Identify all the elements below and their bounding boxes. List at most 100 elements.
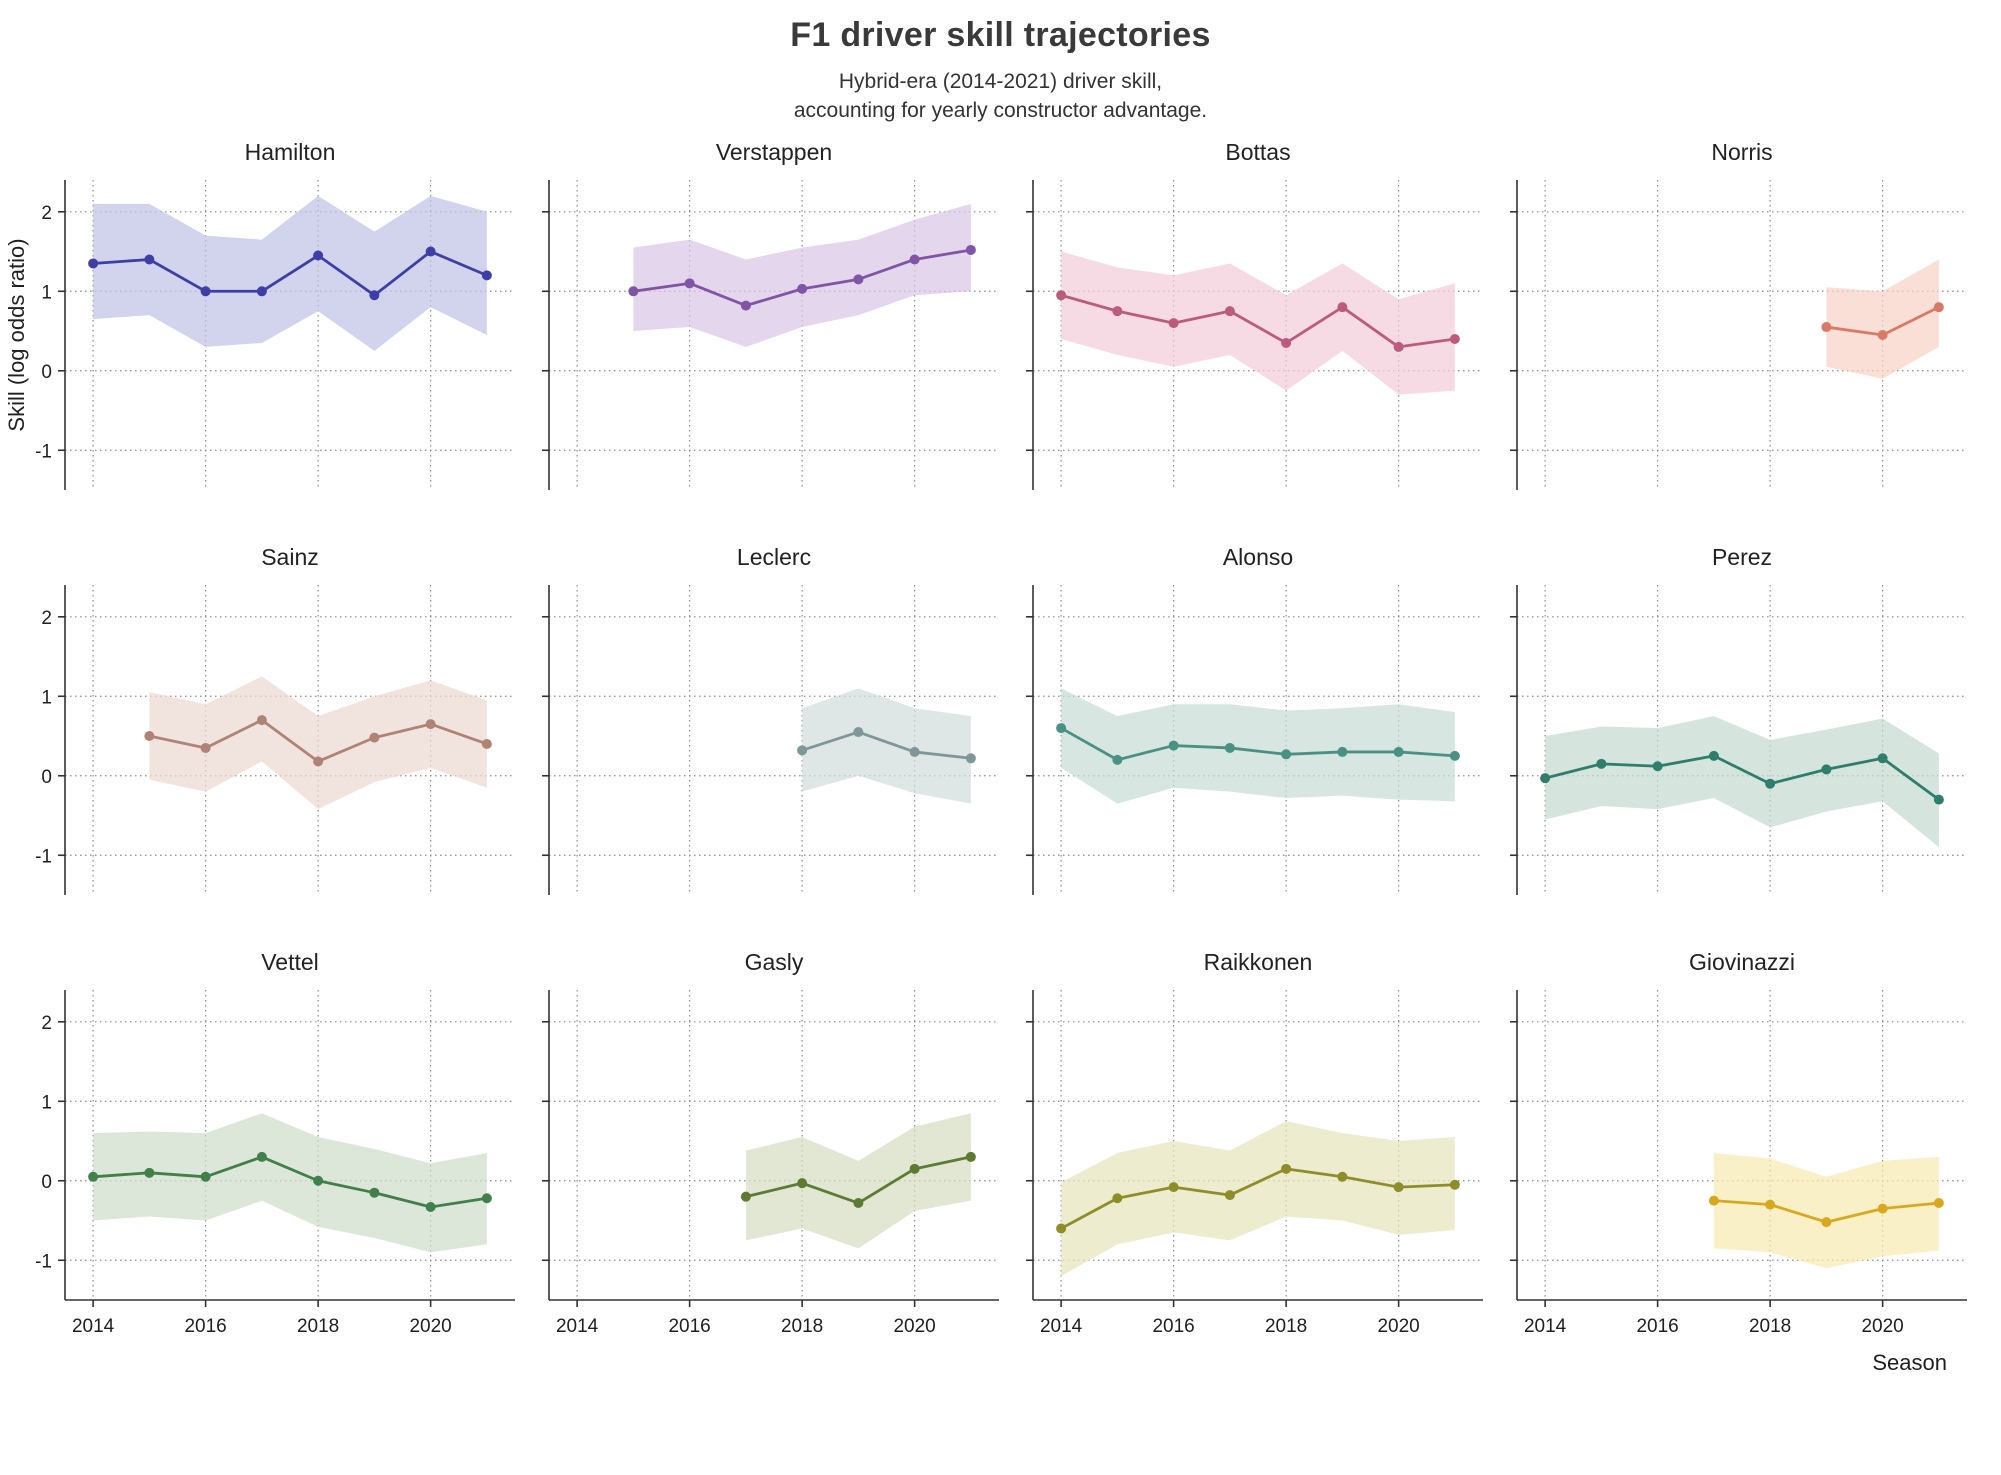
facet-title: Bottas — [1225, 139, 1290, 165]
facet-verstappen: Verstappen — [542, 139, 999, 490]
confidence-band — [1061, 251, 1455, 395]
data-point — [1765, 1199, 1776, 1210]
data-point — [425, 1201, 436, 1212]
y-axis-title: Skill (log odds ratio) — [4, 238, 29, 431]
skill-line — [1060, 1167, 1455, 1230]
data-point — [965, 1151, 976, 1162]
data-point — [1112, 1193, 1123, 1204]
x-tick-label: 2016 — [668, 1316, 710, 1337]
y-tick-label: 0 — [41, 362, 52, 383]
data-point — [1708, 750, 1719, 761]
x-tick-label: 2014 — [556, 1316, 599, 1337]
data-point — [1449, 750, 1460, 761]
data-point — [256, 286, 267, 297]
figure-header: F1 driver skill trajectories Hybrid-era … — [0, 16, 2001, 126]
data-point — [1281, 749, 1292, 760]
facet-leclerc: Leclerc — [542, 544, 999, 895]
confidence-band — [745, 1112, 971, 1249]
y-tick-label: 2 — [41, 1013, 52, 1034]
data-point — [1056, 290, 1067, 301]
data-point — [1821, 1216, 1832, 1227]
confidence-band — [93, 1112, 487, 1253]
y-tick-label: 0 — [41, 767, 52, 788]
skill-line — [1544, 754, 1940, 801]
data-point — [1540, 772, 1551, 783]
chart-subtitle-line2: accounting for yearly constructor advant… — [793, 99, 1208, 123]
x-tick-label: 2016 — [184, 1316, 226, 1337]
x-tick-label: 2016 — [1636, 1316, 1678, 1337]
facet-giovinazzi: 2014 2016 2018 2020 Giovinazzi — [1510, 949, 1967, 1337]
confidence-band — [633, 203, 971, 347]
facet-title: Raikkonen — [1204, 949, 1313, 975]
data-point — [88, 1171, 99, 1182]
facet-raikkonen: 2014 2016 2018 2020 Raikkonen — [1026, 949, 1483, 1337]
data-point — [1281, 337, 1292, 348]
data-point — [425, 246, 436, 257]
x-tick-label: 2020 — [409, 1316, 451, 1337]
facet-title: Alonso — [1223, 544, 1293, 570]
data-point — [1596, 758, 1607, 769]
y-tick-label: 1 — [41, 1092, 52, 1113]
facet-norris: Norris — [1510, 139, 1967, 490]
data-point — [144, 730, 155, 741]
data-point — [1224, 305, 1235, 316]
data-point — [1337, 746, 1348, 757]
data-point — [1877, 1203, 1888, 1214]
y-tick-label: 0 — [41, 1172, 52, 1193]
data-point — [256, 1151, 267, 1162]
data-point — [1821, 764, 1832, 775]
data-point — [740, 1191, 751, 1202]
facet-grid-wrap: 2 1 0 -1 Hamilton Verstappen Bottas Norris 2 1 0 -1… — [0, 130, 2001, 1425]
data-point — [909, 1163, 920, 1174]
facet-title: Norris — [1711, 139, 1772, 165]
confidence-band — [802, 688, 971, 804]
data-point — [1393, 341, 1404, 352]
data-point — [1393, 1181, 1404, 1192]
data-point — [144, 1167, 155, 1178]
y-tick-label: 2 — [41, 608, 52, 629]
confidence-band — [1061, 1120, 1455, 1276]
data-point — [628, 286, 639, 297]
y-tick-label: 2 — [41, 203, 52, 224]
facet-vettel: 2 1 0 -1 2014 2016 2018 2020 Vettel — [35, 949, 515, 1337]
data-point — [1168, 740, 1179, 751]
data-point — [965, 244, 976, 255]
x-tick-label: 2020 — [1377, 1316, 1419, 1337]
data-point — [313, 756, 324, 767]
data-point — [1056, 1223, 1067, 1234]
x-tick-label: 2014 — [1524, 1316, 1567, 1337]
data-point — [797, 1177, 808, 1188]
data-point — [740, 300, 751, 311]
data-point — [481, 270, 492, 281]
data-point — [1933, 1197, 1944, 1208]
data-point — [425, 718, 436, 729]
x-tick-label: 2018 — [297, 1316, 339, 1337]
data-point — [853, 274, 864, 285]
data-point — [1821, 321, 1832, 332]
data-point — [1224, 1189, 1235, 1200]
data-point — [1708, 1195, 1719, 1206]
facet-title: Verstappen — [716, 139, 832, 165]
y-tick-label: -1 — [35, 441, 52, 462]
data-point — [1877, 753, 1888, 764]
facet-hamilton: 2 1 0 -1 Hamilton — [35, 139, 515, 490]
data-point — [1168, 317, 1179, 328]
facet-title: Perez — [1712, 544, 1772, 570]
data-point — [1877, 329, 1888, 340]
confidence-band — [1545, 715, 1939, 848]
confidence-band — [1826, 259, 1939, 379]
data-point — [1112, 305, 1123, 316]
data-point — [369, 732, 380, 743]
x-tick-label: 2018 — [1749, 1316, 1791, 1337]
data-point — [1168, 1181, 1179, 1192]
data-point — [369, 290, 380, 301]
data-point — [200, 742, 211, 753]
data-point — [1933, 301, 1944, 312]
data-point — [965, 753, 976, 764]
facet-perez: Perez — [1510, 544, 1967, 895]
data-point — [797, 745, 808, 756]
data-point — [369, 1187, 380, 1198]
chart-subtitle: Hybrid-era (2014-2021) driver skill, acc… — [0, 67, 2001, 126]
data-point — [313, 1175, 324, 1186]
